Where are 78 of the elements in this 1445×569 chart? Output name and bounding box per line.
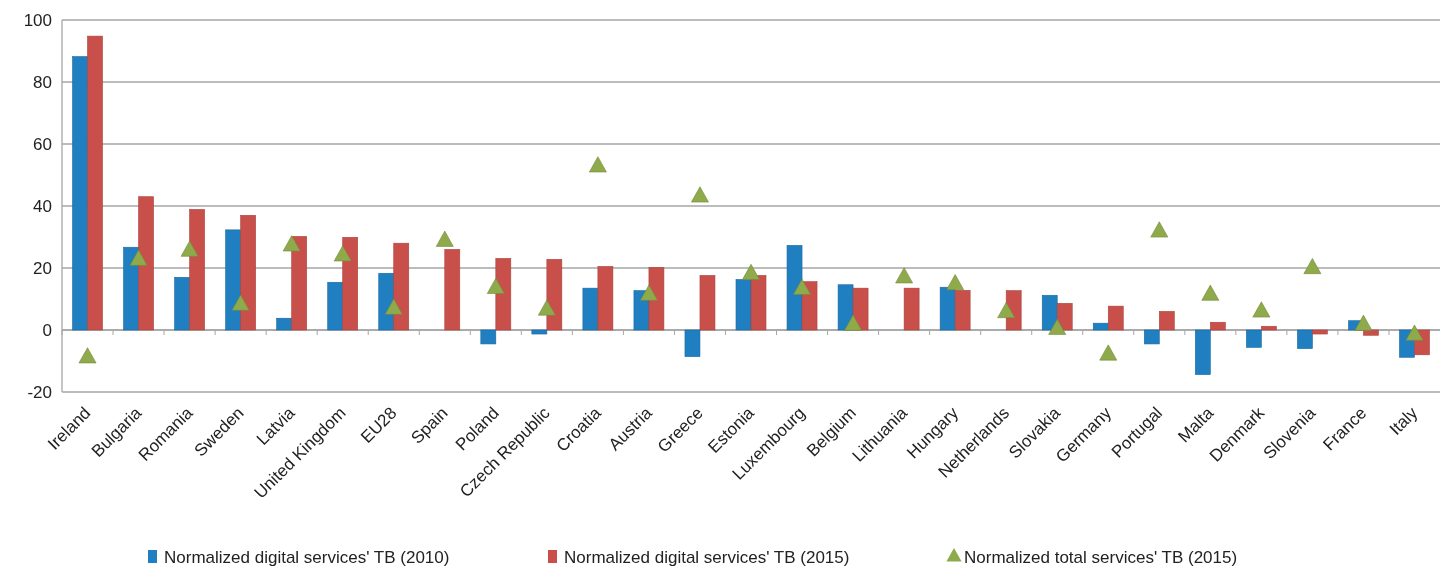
bar [954,290,971,331]
bar [903,287,920,331]
bar [1261,325,1277,331]
bar [480,329,497,345]
x-tick-label: Italy [1385,403,1422,439]
point [486,277,505,294]
bar [1210,321,1226,331]
bar [342,237,358,331]
point [589,156,607,173]
bar [276,317,292,331]
bar [444,249,461,331]
bar [240,215,256,331]
point [640,284,658,301]
point [946,274,964,291]
y-tick-label: 0 [42,321,52,340]
point [78,347,97,364]
point [333,245,352,262]
bar [735,279,752,331]
bar [786,245,803,331]
point [1405,324,1424,341]
bar [123,246,139,331]
point [1099,344,1118,361]
bar [225,229,241,331]
y-tick-label: 80 [33,73,52,92]
bar [174,277,190,331]
bar [597,266,614,331]
bar [1041,294,1058,331]
bar [72,56,88,331]
y-tick-label: 40 [33,197,52,216]
legend-label: Normalized digital services' TB (2010) [164,548,450,567]
bar [1297,329,1313,349]
legend-label: Normalized total services' TB (2015) [964,548,1238,567]
y-tick-label: 20 [33,259,52,278]
bar [327,281,343,331]
bar [189,209,205,331]
bar [1107,305,1124,331]
bar [495,258,512,331]
point [1150,221,1169,238]
bar [684,329,701,357]
bar [699,275,716,331]
point [1252,301,1271,318]
point [1048,318,1067,335]
point [997,302,1016,318]
bar [531,329,548,335]
point [691,186,709,203]
bar [1092,322,1109,331]
point [435,230,454,247]
point [282,235,301,252]
legend-label: Normalized digital services' TB (2015) [564,548,850,567]
bar [546,259,563,331]
bar [1144,329,1160,345]
bar [393,242,410,331]
bar [1246,329,1262,348]
y-tick-label: 100 [23,11,52,30]
bar [1159,311,1175,331]
point [1303,258,1322,274]
y-tick-label: -20 [27,383,52,402]
point [844,314,862,331]
point [231,294,250,311]
bar [750,275,767,331]
point [180,240,199,257]
bar [87,35,103,331]
point [1354,314,1373,331]
bar [582,287,599,331]
point [538,299,556,316]
bar [1195,329,1211,375]
bar [138,196,154,331]
point [1201,284,1220,301]
point [793,278,811,295]
point [895,267,913,284]
bar [939,286,956,331]
y-tick-label: 60 [33,135,52,154]
point [129,249,148,266]
bar [648,267,665,331]
point [384,298,403,315]
point [742,263,760,280]
bar [1312,329,1328,335]
bar [291,236,307,331]
